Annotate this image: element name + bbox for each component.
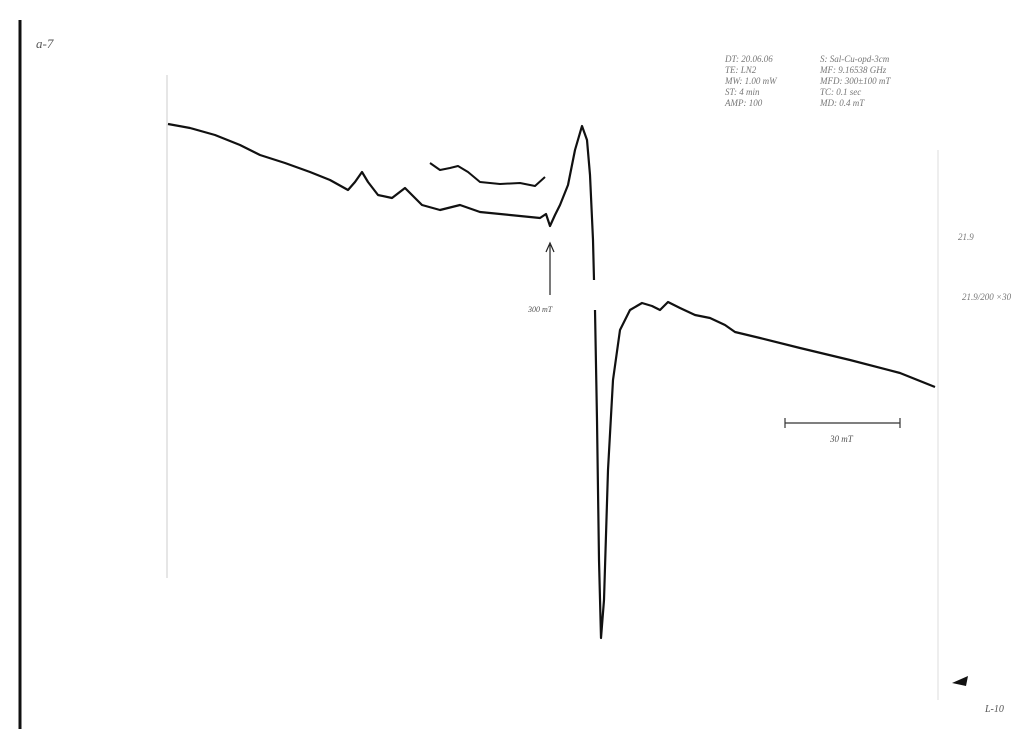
header-field: MFD: 300±100 mT xyxy=(819,76,891,86)
expanded-trace xyxy=(429,162,546,187)
header-field: DT: 20.06.06 xyxy=(724,54,773,64)
header-field: TE: LN2 xyxy=(725,65,757,75)
gain-ratio: 21.9/200 ×30 xyxy=(962,292,1012,302)
ink-mark xyxy=(952,676,968,686)
field-marker: 300 mT xyxy=(527,305,553,314)
header-field: ST: 4 min xyxy=(725,87,760,97)
page-number: L-10 xyxy=(984,704,1004,715)
arrow-head xyxy=(545,241,555,253)
scale-label: 30 mT xyxy=(829,434,854,444)
sample-id: a-7 xyxy=(36,36,54,51)
header-field: MF: 9.16538 GHz xyxy=(819,65,887,75)
header-field: MD: 0.4 mT xyxy=(819,98,865,108)
header-field: TC: 0.1 sec xyxy=(820,87,861,97)
spectrum-trace xyxy=(593,300,936,640)
gain-note: 21.9 xyxy=(958,232,974,242)
header-field: AMP: 100 xyxy=(724,98,763,108)
spectrum-trace xyxy=(167,122,596,281)
header-field: S: Sal-Cu-opd-3cm xyxy=(820,54,890,64)
header-field: MW: 1.00 mW xyxy=(724,76,778,86)
